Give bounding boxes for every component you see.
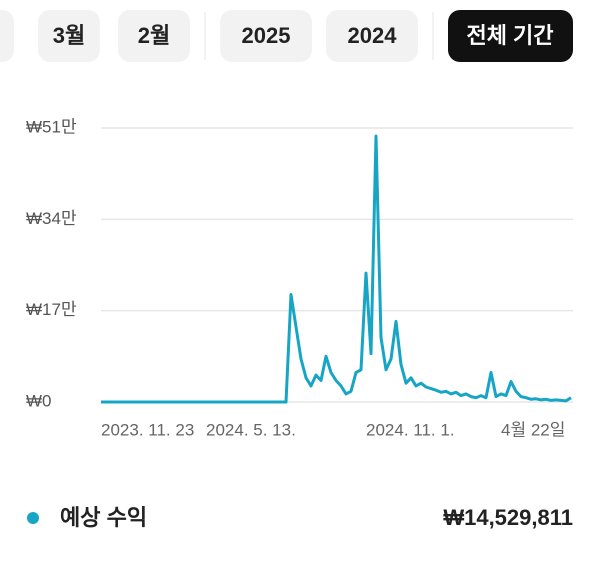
total-value: ₩14,529,811 bbox=[443, 505, 573, 530]
y-tick-label: ₩51만 bbox=[26, 117, 77, 136]
legend-marker bbox=[27, 512, 39, 524]
x-tick-label: 2024. 11. 1. bbox=[366, 420, 455, 439]
data-line bbox=[101, 134, 572, 404]
tab-button[interactable] bbox=[118, 10, 190, 62]
legend-label: 예상 수익 bbox=[60, 505, 147, 530]
tab-button[interactable] bbox=[38, 10, 100, 62]
tab-button[interactable] bbox=[448, 10, 573, 62]
tab-label[interactable]: 2025 bbox=[242, 23, 291, 48]
y-tick-label: ₩17만 bbox=[26, 300, 77, 319]
tab-button[interactable] bbox=[326, 10, 418, 62]
x-tick-label: 4월 22일 bbox=[501, 420, 565, 439]
tab-label[interactable]: 3월 bbox=[53, 23, 85, 48]
tab-label[interactable]: 전체 기간 bbox=[466, 23, 553, 48]
y-tick-label: ₩0 bbox=[26, 391, 52, 410]
tab-button[interactable] bbox=[0, 10, 14, 62]
tab-label[interactable]: 2월 bbox=[138, 23, 170, 48]
tab-button[interactable] bbox=[220, 10, 312, 62]
x-tick-label: 2024. 5. 13. bbox=[206, 420, 296, 439]
x-tick-label: 2023. 11. 23 bbox=[101, 420, 194, 439]
y-tick-label: ₩34만 bbox=[26, 209, 77, 228]
tab-label[interactable]: 2024 bbox=[348, 23, 398, 48]
chart: ₩0 ₩17만 ₩34만 ₩51만 2023. 11. 23 2024. 5. 13. 20… bbox=[26, 117, 573, 439]
